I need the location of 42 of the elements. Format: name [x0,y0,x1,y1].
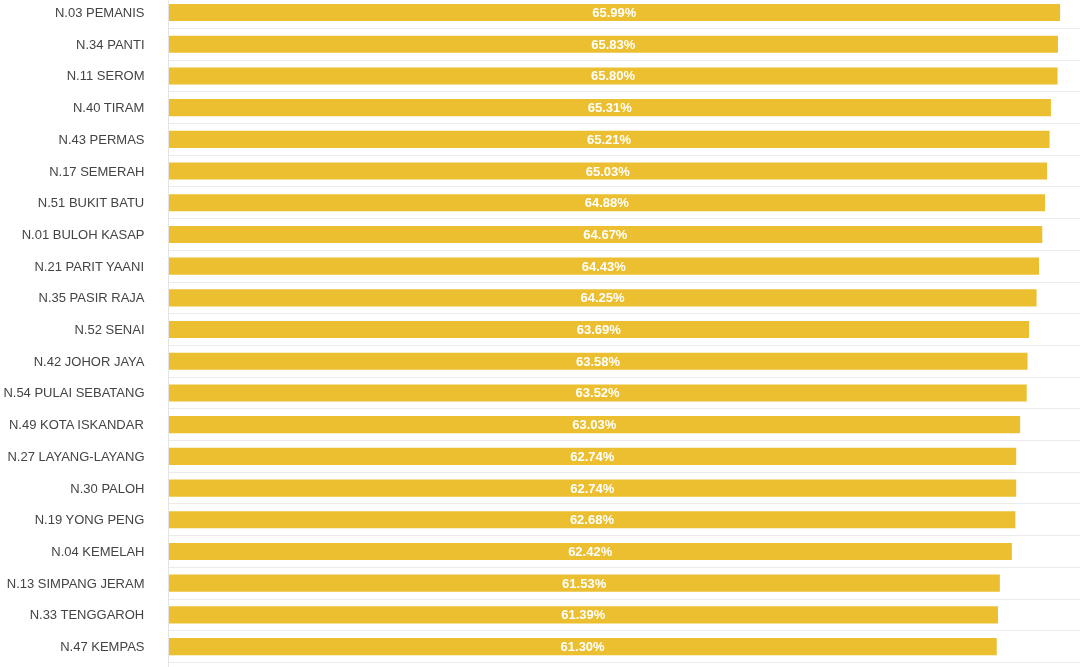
data-label: 64.43% [581,258,627,274]
y-tick-label: N.35 PASIR RAJA [38,290,145,306]
y-tick-label: N.30 PALOH [70,480,145,496]
y-tick-label: N.33 TENGGAROH [29,607,145,623]
y-tick-label: N.27 LAYANG-LAYANG [7,448,145,464]
data-label: 62.42% [568,543,613,559]
data-label: 63.03% [572,417,617,433]
y-tick-label: N.01 BULOH KASAP [21,226,145,242]
data-label: 62.68% [569,512,615,528]
y-tick-label: N.54 PULAI SEBATANG [3,385,145,401]
data-label: 61.30% [560,639,606,655]
y-tick-label: N.11 SEROM [66,68,145,84]
y-tick-label: N.43 PERMAS [58,131,145,147]
y-tick-label: N.17 SEMERAH [49,163,145,179]
y-tick-label: N.42 JOHOR JAYA [33,353,145,369]
data-label: 62.74% [570,448,615,464]
y-tick-label: N.51 BUKIT BATU [37,195,145,211]
y-tick-label: N.21 PARIT YAANI [34,258,145,274]
data-label: 62.74% [570,480,615,496]
data-label: 64.25% [580,290,626,306]
y-tick-label: N.49 KOTA ISKANDAR [8,417,144,433]
data-label: 65.80% [590,68,636,84]
data-label: 61.39% [561,607,606,623]
y-tick-label: N.52 SENAI [74,322,145,338]
y-tick-label: N.13 SIMPANG JERAM [6,575,145,591]
data-label: 64.67% [583,226,628,242]
y-tick-label: N.34 PANTI [76,36,145,52]
data-label: 65.83% [591,36,636,52]
y-tick-label: N.03 PEMANIS [54,5,145,21]
data-label: 64.88% [584,195,630,211]
y-tick-label: N.04 KEMELAH [51,543,145,559]
data-label: 63.69% [576,322,622,338]
data-label: 63.58% [575,353,621,369]
data-label: 65.99% [592,5,637,21]
data-label: 65.21% [586,131,632,147]
y-tick-label: N.40 TIRAM [72,100,145,116]
data-label: 65.31% [587,100,633,116]
y-tick-label: N.19 YONG PENG [34,512,145,528]
data-label: 65.03% [585,163,631,179]
data-label: 61.53% [562,575,607,591]
data-label: 63.52% [575,385,621,401]
y-tick-label: N.47 KEMPAS [60,639,145,655]
